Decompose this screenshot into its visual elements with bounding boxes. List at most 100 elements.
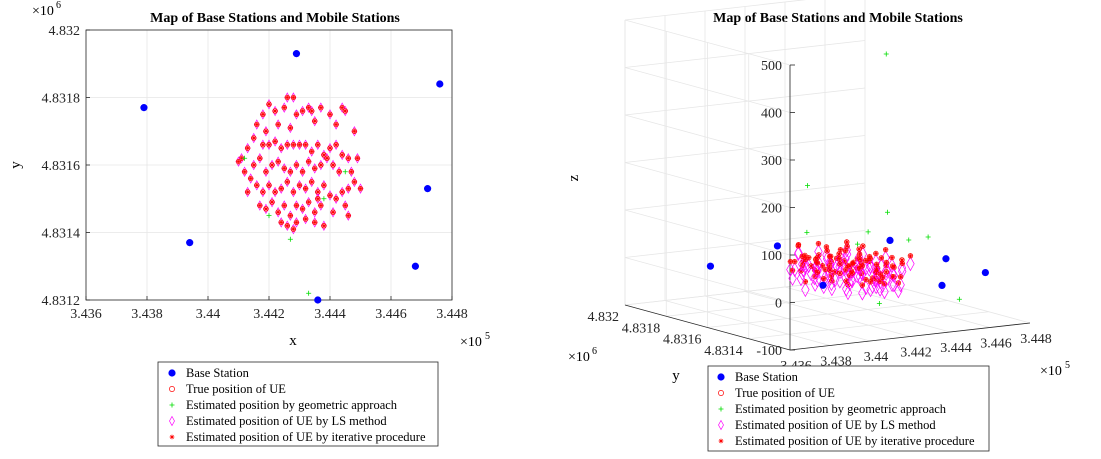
- left-iterative-point: [315, 142, 321, 148]
- right-iterative-point: [883, 263, 889, 269]
- right-iterative-point: [908, 253, 913, 259]
- left-legend-marker: [169, 386, 175, 392]
- right-iterative-point: [816, 241, 821, 246]
- right-y-tick-label: 4.8314: [704, 344, 743, 359]
- right-legend-label: Estimated position of UE by iterative pr…: [735, 434, 975, 448]
- left-iterative-point: [266, 182, 272, 188]
- left-y-tick-label: 4.8316: [42, 159, 81, 174]
- right-iterative-point: [873, 251, 879, 256]
- right-iterative-point: [878, 255, 884, 261]
- right-iterative-point: [812, 274, 818, 279]
- right-title: Map of Base Stations and Mobile Stations: [713, 11, 963, 26]
- right-geometric-point: [885, 209, 890, 215]
- left-base-station-point: [411, 262, 419, 270]
- right-ls-point: [790, 262, 799, 278]
- right-y-tick-label: 4.8316: [663, 333, 702, 348]
- left-marks: [140, 50, 444, 304]
- right-iterative-point: [834, 255, 839, 261]
- right-legend-label: Estimated position of UE by LS method: [735, 418, 936, 432]
- left-y-exponent-base: ×10: [32, 4, 54, 19]
- right-iterative-point: [824, 248, 830, 254]
- left-iterative-point: [312, 209, 318, 215]
- left-iterative-point: [312, 219, 318, 225]
- right-legend-label: Base Station: [735, 370, 799, 384]
- right-ls-point: [798, 265, 807, 281]
- right-axes: [624, 65, 1031, 351]
- right-iterative-point: [882, 281, 887, 287]
- right-ticks: -10001002003004005003.4363.4383.443.4423…: [588, 59, 1052, 374]
- right-y-axis-line: [624, 304, 791, 351]
- right-iterative-point: [844, 262, 850, 268]
- left-iterative-point: [352, 128, 357, 134]
- left-iterative-point: [327, 111, 333, 117]
- right-z-tick-label: 500: [761, 59, 782, 74]
- right-iterative-point: [838, 247, 843, 253]
- right-iterative-point: [895, 280, 901, 286]
- left-iterative-point: [306, 199, 312, 205]
- left-y-tick-label: 4.8312: [42, 294, 81, 309]
- right-iterative-point: [814, 269, 820, 275]
- right-iterative-point: [859, 261, 864, 267]
- left-base-station-point: [292, 50, 301, 58]
- right-iterative-point: [867, 256, 873, 261]
- right-iterative-point: [889, 255, 895, 260]
- right-geometric-point: [865, 229, 871, 235]
- left-iterative-point: [263, 169, 269, 175]
- right-iterative-point: [859, 263, 865, 269]
- left-iterative-point: [297, 142, 302, 148]
- right-iterative-point: [870, 275, 875, 281]
- right-iterative-point: [790, 267, 795, 273]
- right-ls-point: [801, 282, 810, 298]
- left-iterative-point: [257, 203, 263, 208]
- left-iterative-point: [248, 176, 254, 181]
- right-y-exponent-base: ×10: [568, 350, 590, 365]
- right-iterative-point: [849, 261, 855, 266]
- left-legend-label: Estimated position of UE by LS method: [186, 414, 387, 428]
- right-x-tick-label: 3.446: [980, 337, 1012, 352]
- left-x-tick-label: 3.442: [253, 307, 285, 322]
- right-iterative-point: [802, 279, 808, 285]
- left-iterative-point: [345, 186, 351, 192]
- left-iterative-point: [245, 145, 251, 151]
- right-iterative-point: [843, 248, 848, 254]
- left-iterative-point: [287, 213, 293, 219]
- left-iterative-point: [342, 203, 348, 208]
- left-iterative-point: [260, 111, 266, 117]
- right-ls-point: [888, 266, 897, 282]
- left-iterative-point: [291, 226, 296, 232]
- left-iterative-point: [318, 162, 324, 168]
- left-x-exponent-base: ×10: [460, 335, 482, 350]
- right-iterative-point: [860, 243, 866, 249]
- left-iterative-point: [300, 169, 305, 175]
- right-ls-point: [841, 251, 850, 267]
- right-geometric-point: [956, 296, 962, 302]
- right-iterative-point: [847, 263, 853, 269]
- right-iterative-point: [873, 267, 879, 272]
- right-iterative-point: [837, 261, 843, 267]
- left-legend-box: [157, 361, 439, 447]
- right-ls-point: [786, 262, 795, 278]
- right-iterative-point: [828, 258, 834, 264]
- left-iterative-point: [333, 196, 339, 202]
- right-iterative-point: [829, 278, 835, 284]
- right-ls-point: [835, 264, 845, 280]
- left-iterative-point: [300, 108, 305, 114]
- left-iterative-point: [339, 105, 345, 111]
- right-iterative-point: [857, 266, 863, 271]
- right-geometric-point: [925, 234, 931, 240]
- right-geometric-point: [805, 183, 810, 189]
- left-iterative-point: [309, 149, 315, 154]
- left-iterative-point: [275, 209, 281, 215]
- left-iterative-point: [242, 169, 247, 175]
- left-geometric-point: [321, 196, 327, 202]
- left-iterative-point: [348, 169, 354, 175]
- right-iterative-point: [847, 273, 853, 278]
- right-iterative-point: [827, 263, 832, 269]
- left-iterative-point: [254, 182, 260, 188]
- left-x-tick-label: 3.444: [314, 307, 346, 322]
- left-base-station-point: [314, 296, 322, 304]
- left-ticks: 3.436 3.438 3.44 3.442 3.444 3.446 3.448 4.8312…: [42, 24, 468, 322]
- left-iterative-point: [327, 192, 333, 198]
- right-iterative-point: [842, 258, 847, 264]
- left-iterative-point: [306, 105, 312, 111]
